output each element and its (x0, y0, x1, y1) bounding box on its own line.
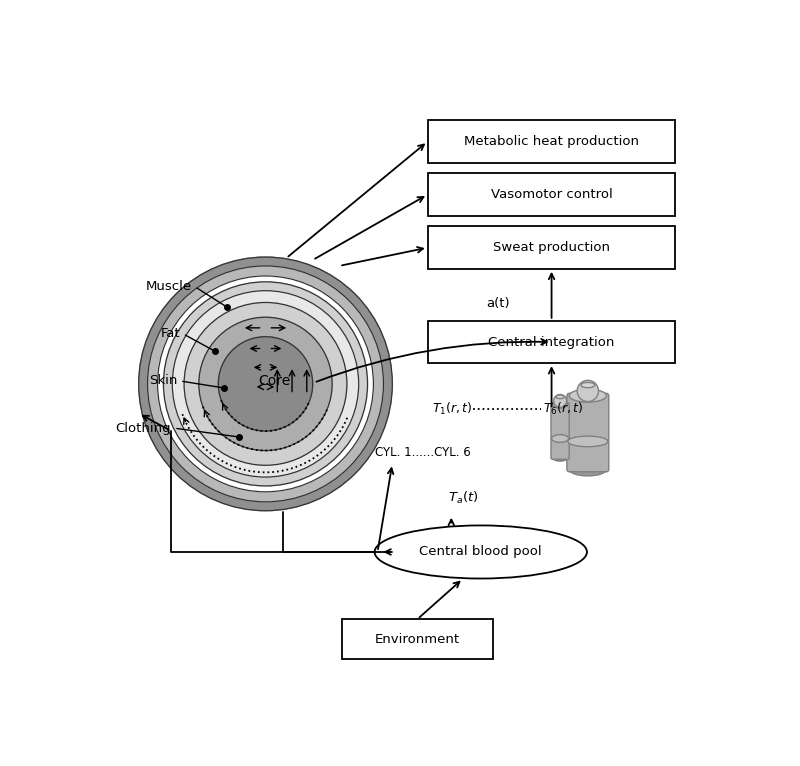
Text: Fat: Fat (160, 327, 180, 340)
Circle shape (554, 394, 566, 408)
Text: Muscle: Muscle (146, 280, 192, 293)
Circle shape (158, 276, 374, 492)
Text: Clothing: Clothing (115, 421, 171, 434)
Text: $T_6(r,t)$: $T_6(r,t)$ (542, 401, 583, 417)
Ellipse shape (556, 395, 564, 398)
Text: CYL. 1......CYL. 6: CYL. 1......CYL. 6 (374, 447, 470, 460)
Text: Vasomotor control: Vasomotor control (490, 188, 613, 201)
Circle shape (163, 282, 367, 486)
Circle shape (172, 290, 358, 477)
Circle shape (138, 257, 392, 511)
Circle shape (184, 303, 347, 465)
Text: Metabolic heat production: Metabolic heat production (464, 135, 639, 148)
FancyBboxPatch shape (428, 321, 675, 363)
Text: Skin: Skin (149, 375, 177, 388)
Circle shape (578, 381, 598, 401)
Text: $T_a(t)$: $T_a(t)$ (448, 490, 478, 506)
FancyBboxPatch shape (567, 393, 609, 472)
Text: Central blood pool: Central blood pool (419, 545, 542, 558)
Ellipse shape (581, 382, 594, 388)
Text: Central integration: Central integration (488, 336, 614, 349)
FancyBboxPatch shape (428, 227, 675, 269)
Circle shape (147, 266, 383, 502)
Text: Environment: Environment (375, 633, 460, 646)
Text: $T_1(r,t)$: $T_1(r,t)$ (433, 401, 473, 417)
FancyBboxPatch shape (551, 403, 570, 460)
Ellipse shape (553, 401, 567, 408)
Ellipse shape (568, 436, 608, 447)
Text: Sweat production: Sweat production (493, 241, 610, 254)
Ellipse shape (570, 463, 606, 476)
Ellipse shape (551, 434, 569, 442)
Ellipse shape (553, 454, 567, 461)
Circle shape (218, 337, 313, 431)
FancyBboxPatch shape (342, 619, 493, 660)
Ellipse shape (570, 389, 606, 402)
Text: a(t): a(t) (486, 297, 510, 310)
FancyBboxPatch shape (428, 173, 675, 216)
FancyBboxPatch shape (428, 120, 675, 162)
Circle shape (199, 317, 332, 450)
Text: Core: Core (258, 374, 290, 388)
Ellipse shape (374, 525, 587, 578)
